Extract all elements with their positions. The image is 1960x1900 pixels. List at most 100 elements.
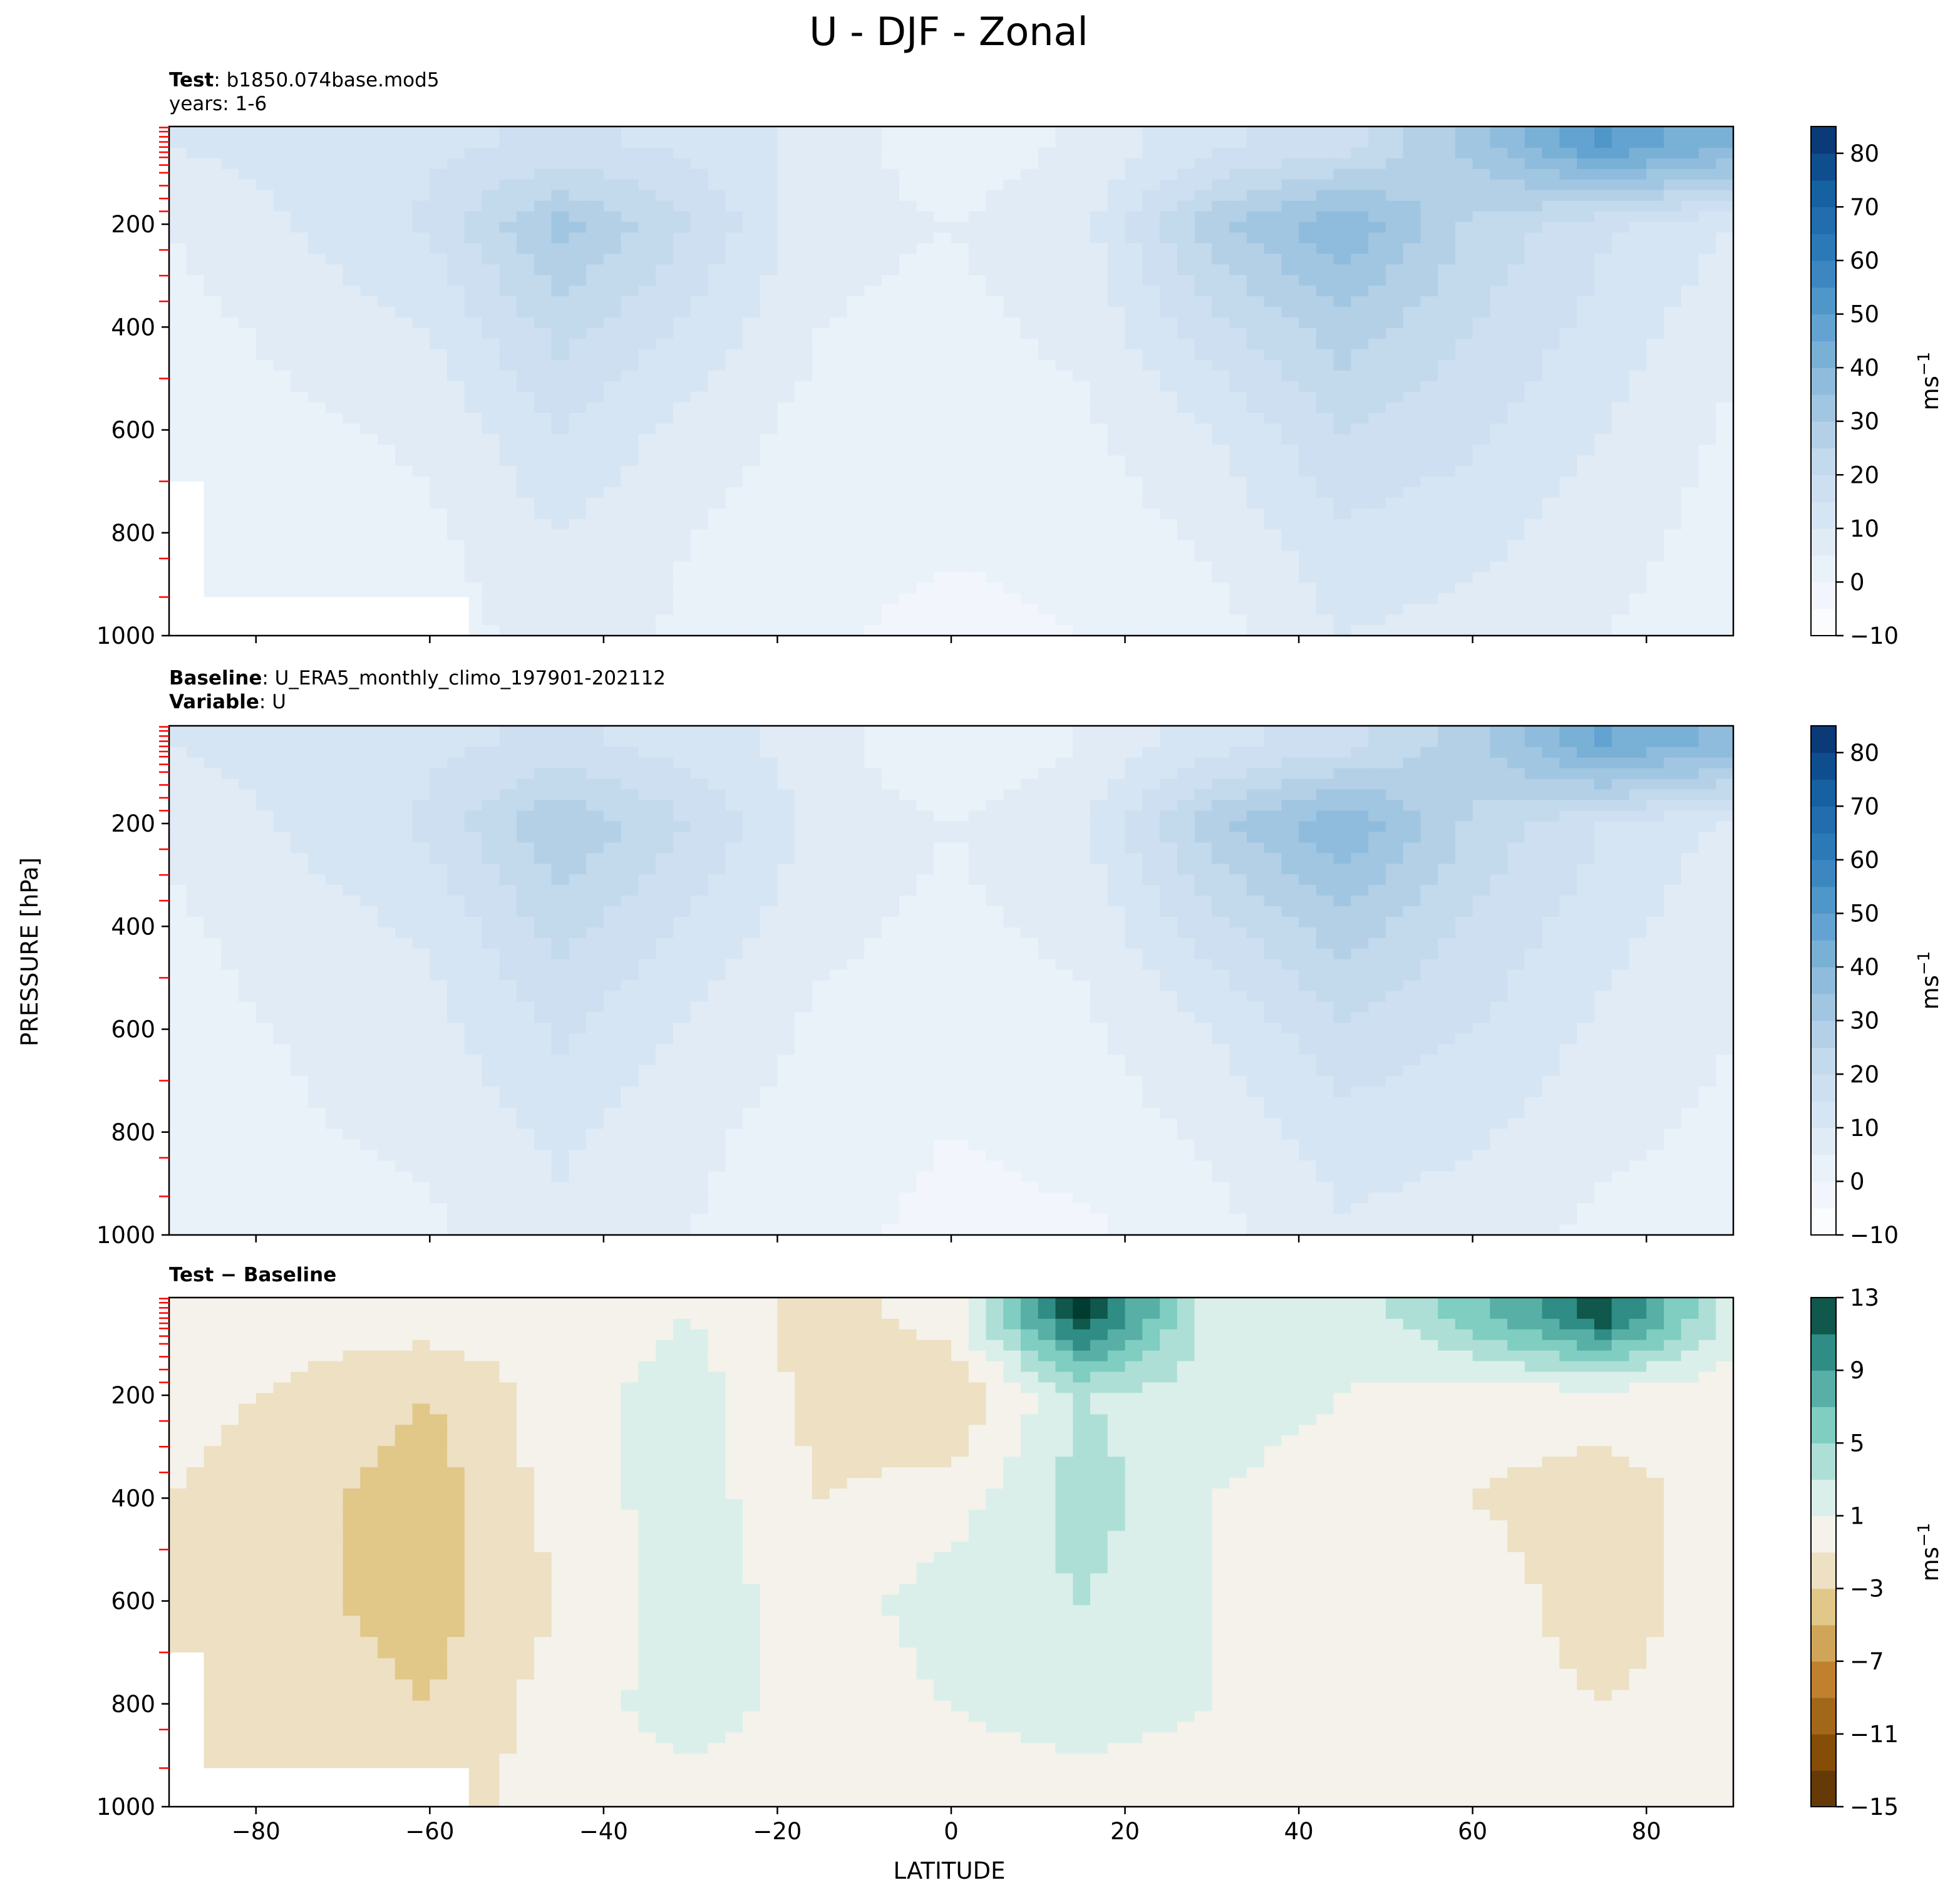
- heatmap-cell: [1107, 402, 1126, 414]
- heatmap-cell: [1664, 179, 1682, 191]
- heatmap-cell: [1368, 243, 1386, 254]
- heatmap-cell: [1716, 455, 1733, 467]
- heatmap-cell: [430, 349, 448, 361]
- heatmap-cell: [169, 789, 187, 801]
- heatmap-cell: [291, 200, 309, 212]
- heatmap-cell: [1438, 413, 1456, 424]
- heatmap-cell: [1299, 423, 1317, 435]
- heatmap-cell: [1055, 296, 1074, 307]
- heatmap-cell: [1003, 222, 1021, 234]
- heatmap-cell: [656, 200, 674, 212]
- heatmap-cell: [1212, 508, 1230, 520]
- heatmap-cell: [760, 550, 778, 562]
- heatmap-cell: [812, 604, 830, 615]
- heatmap-cell: [395, 726, 413, 737]
- heatmap-cell: [1368, 126, 1386, 138]
- heatmap-cell: [1611, 254, 1630, 265]
- heatmap-cell: [603, 243, 622, 254]
- heatmap-cell: [812, 487, 830, 498]
- heatmap-cell: [1281, 168, 1299, 180]
- heatmap-cell: [239, 582, 257, 594]
- y-tick-label: 1000: [96, 622, 155, 649]
- heatmap-cell: [603, 529, 622, 541]
- heatmap-cell: [1351, 593, 1369, 604]
- heatmap-cell: [1107, 359, 1126, 371]
- heatmap-cell: [482, 466, 500, 477]
- heatmap-cell: [690, 625, 709, 636]
- heatmap-cell: [447, 497, 465, 509]
- heatmap-cell: [777, 625, 795, 636]
- heatmap-cell: [673, 476, 691, 488]
- heatmap-cell: [1003, 296, 1021, 307]
- heatmap-cell: [1299, 147, 1317, 159]
- heatmap-cell: [777, 561, 795, 573]
- heatmap-cell: [343, 423, 361, 435]
- heatmap-cell: [603, 561, 622, 573]
- heatmap-cell: [360, 275, 378, 286]
- heatmap-cell: [882, 736, 900, 748]
- heatmap-cell: [1490, 423, 1508, 435]
- heatmap-cell: [1021, 359, 1039, 371]
- heatmap-cell: [1594, 232, 1612, 244]
- heatmap-cell: [308, 391, 326, 403]
- heatmap-cell: [204, 487, 222, 498]
- heatmap-cell: [499, 190, 517, 202]
- heatmap-cell: [951, 614, 969, 626]
- heatmap-cell: [534, 550, 552, 562]
- heatmap-cell: [1142, 726, 1160, 737]
- heatmap-cell: [343, 497, 361, 509]
- heatmap-cell: [1716, 381, 1733, 393]
- heatmap-cell: [899, 423, 917, 435]
- heatmap-cell: [447, 338, 465, 350]
- heatmap-cell: [551, 487, 570, 498]
- heatmap-cell: [221, 275, 239, 286]
- heatmap-cell: [673, 391, 691, 403]
- heatmap-cell: [1055, 487, 1074, 498]
- heatmap-cell: [638, 296, 656, 307]
- heatmap-cell: [343, 391, 361, 403]
- heatmap-cell: [1559, 328, 1577, 339]
- heatmap-cell: [1021, 338, 1039, 350]
- heatmap-cell: [725, 778, 743, 790]
- heatmap-cell: [308, 370, 326, 382]
- heatmap-cell: [204, 726, 222, 737]
- heatmap-cell: [1559, 604, 1577, 615]
- heatmap-cell: [551, 423, 570, 435]
- heatmap-cell: [1073, 264, 1091, 276]
- heatmap-cell: [690, 200, 709, 212]
- heatmap-cell: [1559, 296, 1577, 307]
- heatmap-cell: [603, 778, 622, 790]
- heatmap-cell: [1716, 168, 1733, 180]
- heatmap-cell: [1125, 200, 1143, 212]
- heatmap-cell: [1629, 264, 1648, 276]
- heatmap-cell: [1107, 243, 1126, 254]
- heatmap-cell: [1681, 232, 1700, 244]
- heatmap-cell: [760, 614, 778, 626]
- heatmap-cell: [1038, 550, 1056, 562]
- heatmap-cell: [1038, 391, 1056, 403]
- heatmap-cell: [430, 190, 448, 202]
- heatmap-cell: [708, 296, 726, 307]
- heatmap-cell: [1090, 476, 1108, 488]
- heatmap-cell: [1021, 757, 1039, 769]
- heatmap-cell: [1299, 200, 1317, 212]
- heatmap-cell: [1559, 232, 1577, 244]
- heatmap-cell: [1420, 264, 1438, 276]
- heatmap-cell: [1490, 625, 1508, 636]
- heatmap-cell: [1021, 508, 1039, 520]
- heatmap-cell: [1333, 200, 1352, 212]
- heatmap-cell: [968, 232, 987, 244]
- heatmap-cell: [1403, 254, 1421, 265]
- heatmap-cell: [1003, 328, 1021, 339]
- heatmap-cell: [204, 519, 222, 530]
- heatmap-cell: [1299, 232, 1317, 244]
- heatmap-cell: [795, 508, 813, 520]
- heatmap-cell: [1090, 402, 1108, 414]
- heatmap-cell: [1490, 338, 1508, 350]
- heatmap-cell: [1594, 625, 1612, 636]
- heatmap-cell: [742, 211, 761, 223]
- heatmap-cell: [308, 476, 326, 488]
- heatmap-cell: [360, 168, 378, 180]
- heatmap-cell: [1107, 466, 1126, 477]
- heatmap-cell: [1664, 582, 1682, 594]
